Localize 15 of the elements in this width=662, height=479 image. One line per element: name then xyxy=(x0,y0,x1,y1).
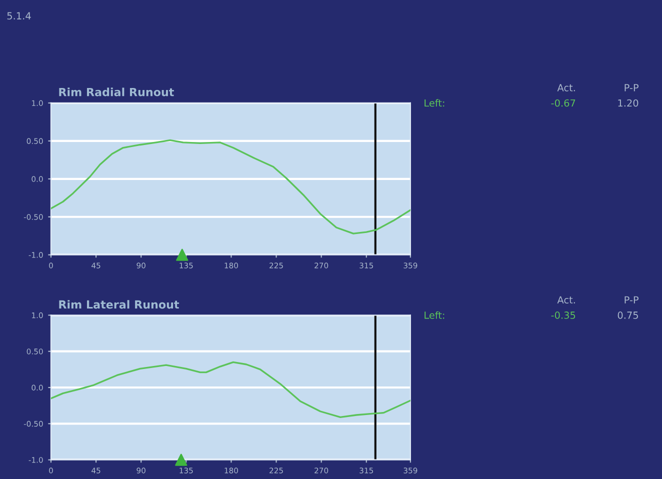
text: P-P xyxy=(624,296,638,304)
text: 1.20 xyxy=(618,99,638,107)
text: Left: xyxy=(424,311,444,319)
text: -0.67 xyxy=(551,99,576,107)
chart-title: Rim Lateral Runout xyxy=(59,300,180,309)
text: -0.35 xyxy=(551,312,576,319)
line-series xyxy=(50,139,410,234)
text: 0.75 xyxy=(618,312,638,319)
chart-title: Rim Radial Runout xyxy=(59,88,174,96)
text: Act. xyxy=(557,296,575,304)
line-series xyxy=(50,361,410,418)
text: Act. xyxy=(557,84,575,92)
text: Left: xyxy=(424,99,444,107)
text: 5.1.4 xyxy=(7,12,31,20)
text: P-P xyxy=(624,84,638,92)
